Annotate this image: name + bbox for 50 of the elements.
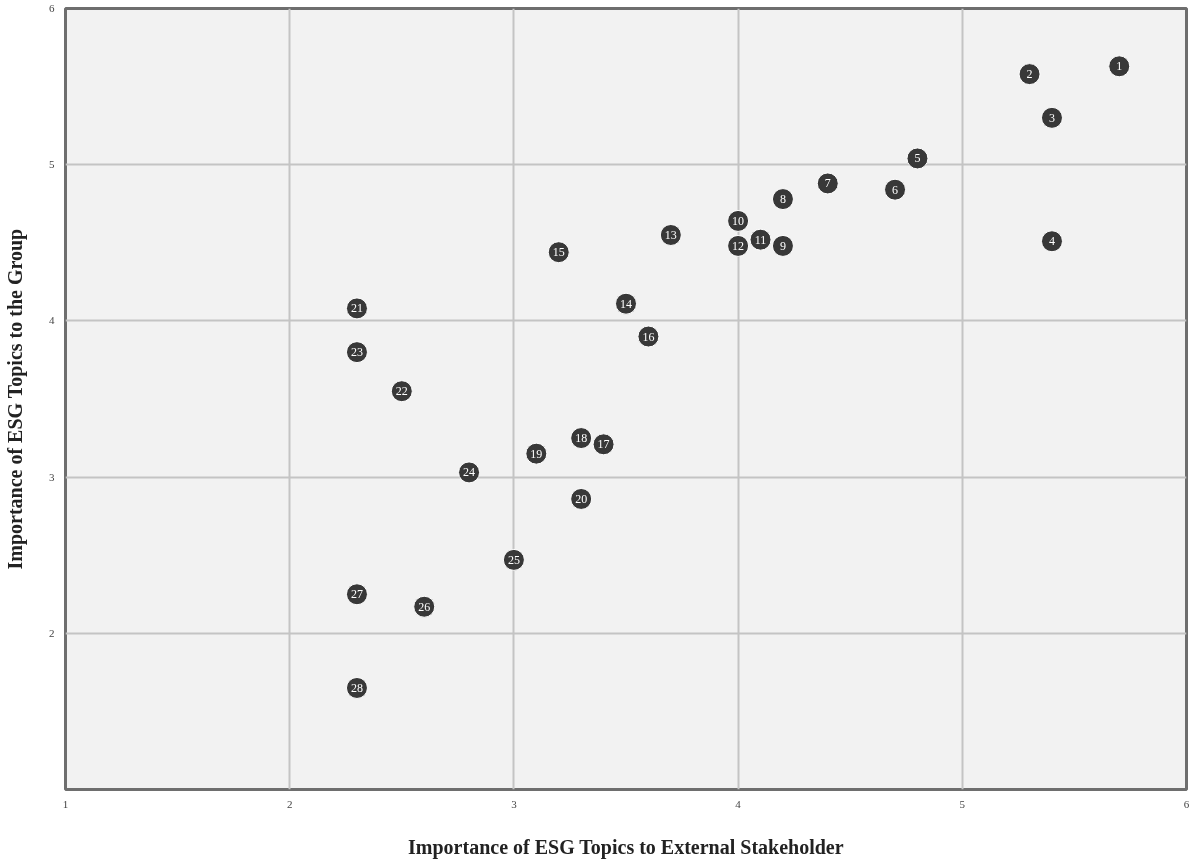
x-tick-label: 1 [62,797,69,810]
annotation: 10 [732,213,745,228]
annotation: 1 [1116,59,1123,74]
annotation: 6 [892,182,899,197]
annotation: 27 [350,587,363,602]
annotation: 11 [754,232,767,247]
point [771,188,794,211]
annotation: 7 [824,176,831,191]
x-axis-title: Importance of ESG Topics to External Stakeholder [408,835,844,859]
annotation: 25 [507,552,520,567]
annotation: 20 [575,491,588,506]
point [1040,106,1063,129]
annotation: 3 [1048,110,1055,125]
y-tick-label: 6 [49,2,55,14]
annotation: 9 [779,238,786,253]
annotation: 4 [1048,234,1055,249]
annotation: 28 [350,680,363,695]
y-tick-label: 2 [49,626,55,639]
point [1040,230,1063,253]
x-tick-label: 6 [1183,797,1190,810]
annotation: 23 [350,345,363,360]
y-tick-label: 3 [49,470,55,483]
annotation: 21 [350,301,363,316]
annotation: 22 [395,384,408,399]
x-tick-label: 3 [511,797,518,810]
x-tick-label: 4 [735,797,742,810]
annotation: 5 [914,151,921,166]
annotation: 17 [597,437,610,452]
point [1108,55,1131,78]
y-axis-title: Importance of ESG Topics to the Group [4,228,27,570]
annotation: 8 [779,192,786,207]
y-tick-label: 5 [49,158,55,171]
annotation: 15 [552,245,565,260]
point [771,234,794,257]
point [906,147,929,170]
x-tick-label: 2 [286,797,293,810]
annotation: 24 [463,465,476,480]
annotation: 19 [530,446,543,461]
annotation: 2 [1026,67,1033,82]
annotation: 26 [418,599,431,614]
annotation: 14 [620,296,632,311]
annotation: 13 [664,227,677,242]
y-tick-label: 4 [49,314,55,327]
annotation: 12 [732,238,745,253]
annotation: 16 [642,329,655,344]
point [816,172,839,195]
point [884,178,907,201]
point [1018,63,1041,86]
annotation: 18 [575,431,588,446]
x-tick-label: 5 [959,797,966,810]
